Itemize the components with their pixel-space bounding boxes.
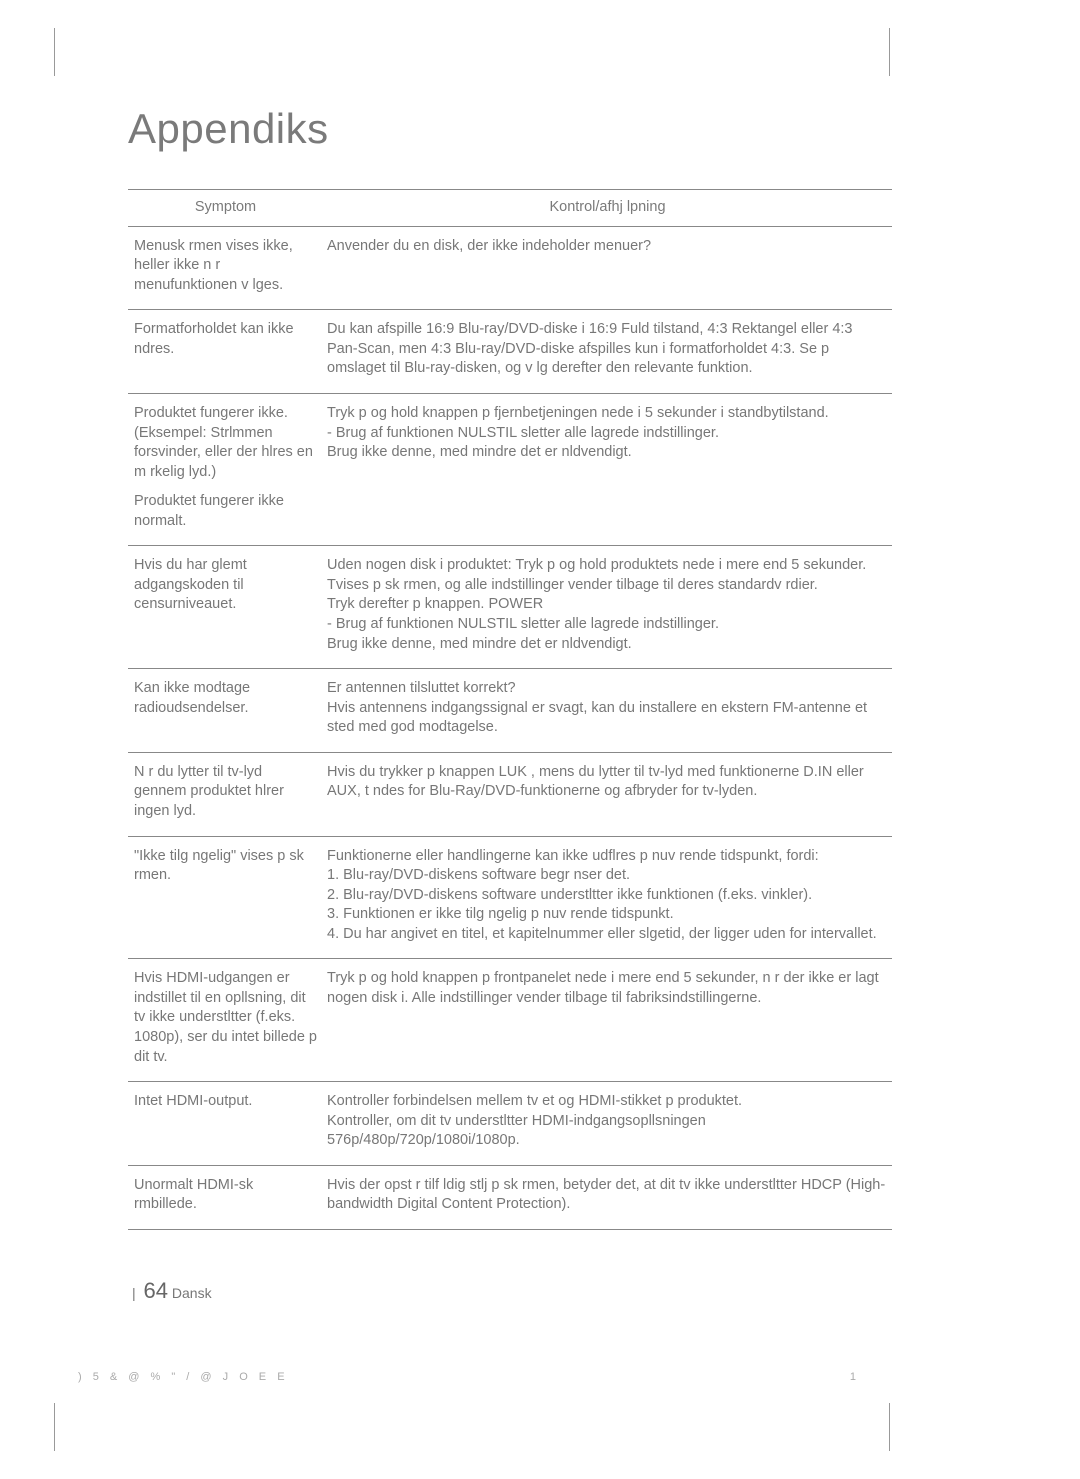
col-header-symptom: Symptom [128, 190, 323, 227]
solution-cell: Du kan afspille 16:9 Blu-ray/DVD-diske i… [323, 310, 892, 394]
solution-text: Hvis antennens indgangssignal er svagt, … [327, 699, 886, 738]
symptom-cell: "Ikke tilg ngelig" vises p sk rmen. [128, 836, 323, 959]
symptom-text: Hvis du har glemt adgangskoden til censu… [134, 556, 317, 615]
solution-text: Er antennen tilsluttet korrekt? [327, 679, 886, 699]
solution-cell: Funktionerne eller handlingerne kan ikke… [323, 836, 892, 959]
symptom-text: Produktet fungerer ikke. (Eksempel: Strl… [134, 404, 317, 482]
solution-text: Hvis der opst r tilf ldig stlj p sk rmen… [327, 1176, 886, 1215]
table-row: Hvis HDMI-udgangen er indstillet til en … [128, 959, 892, 1082]
symptom-text: Produktet fungerer ikke normalt. [134, 492, 317, 531]
symptom-cell: Hvis du har glemt adgangskoden til censu… [128, 546, 323, 669]
symptom-cell: Menusk rmen vises ikke, heller ikke n r … [128, 226, 323, 310]
symptom-cell: N r du lytter til tv-lyd gennem produkte… [128, 752, 323, 836]
symptom-cell: Produktet fungerer ikke. (Eksempel: Strl… [128, 393, 323, 545]
symptom-cell: Unormalt HDMI-sk rmbillede. [128, 1165, 323, 1229]
bottom-right-num: 1 [850, 1371, 856, 1383]
symptom-text: Unormalt HDMI-sk rmbillede. [134, 1176, 317, 1215]
solution-text: 3. Funktionen er ikke tilg ngelig p nuv … [327, 905, 886, 925]
solution-text: Tryk p og hold knappen p fjernbetjeninge… [327, 404, 886, 424]
table-row: Produktet fungerer ikke. (Eksempel: Strl… [128, 393, 892, 545]
symptom-text: Intet HDMI-output. [134, 1092, 317, 1112]
solution-text: Brug ikke denne, med mindre det er nldve… [327, 443, 886, 463]
solution-cell: Hvis du trykker p knappen LUK , mens du … [323, 752, 892, 836]
solution-text: - Brug af funktionen NULSTIL sletter all… [327, 615, 886, 635]
table-row: Intet HDMI-output. Kontroller forbindelse… [128, 1082, 892, 1166]
solution-text: Uden nogen disk i produktet: Tryk p og h… [327, 556, 886, 595]
symptom-cell: Formatforholdet kan ikke ndres. [128, 310, 323, 394]
solution-text: 4. Du har angivet en titel, et kapitelnu… [327, 925, 886, 945]
table-row: Unormalt HDMI-sk rmbillede. Hvis der opst… [128, 1165, 892, 1229]
symptom-text: Hvis HDMI-udgangen er indstillet til en … [134, 969, 317, 1067]
symptom-cell: Intet HDMI-output. [128, 1082, 323, 1166]
symptom-text: Formatforholdet kan ikke ndres. [134, 320, 317, 359]
solution-cell: Uden nogen disk i produktet: Tryk p og h… [323, 546, 892, 669]
solution-text: - Brug af funktionen NULSTIL sletter all… [327, 424, 886, 444]
footer-lang: Dansk [172, 1285, 212, 1301]
solution-cell: Tryk p og hold knappen p frontpanelet ne… [323, 959, 892, 1082]
solution-text: 2. Blu-ray/DVD-diskens software understl… [327, 886, 886, 906]
solution-text: Du kan afspille 16:9 Blu-ray/DVD-diske i… [327, 320, 886, 379]
solution-text: Tryk derefter p knappen. POWER [327, 595, 886, 615]
page-title: Appendiks [128, 105, 892, 153]
solution-text: Funktionerne eller handlingerne kan ikke… [327, 847, 886, 867]
solution-text: Brug ikke denne, med mindre det er nldve… [327, 635, 886, 655]
table-row: Kan ikke modtage radioudsendelser.Er ant… [128, 669, 892, 753]
page-number: 64 [144, 1278, 168, 1303]
symptom-cell: Hvis HDMI-udgangen er indstillet til en … [128, 959, 323, 1082]
solution-cell: Tryk p og hold knappen p fjernbetjeninge… [323, 393, 892, 545]
symptom-text: Kan ikke modtage radioudsendelser. [134, 679, 317, 718]
solution-text: Tryk p og hold knappen p frontpanelet ne… [327, 969, 886, 1008]
troubleshooting-table: Symptom Kontrol/afhj lpning Menusk rmen … [128, 189, 892, 1230]
table-row: N r du lytter til tv-lyd gennem produkte… [128, 752, 892, 836]
table-row: Hvis du har glemt adgangskoden til censu… [128, 546, 892, 669]
solution-text: Kontroller forbindelsen mellem tv et og … [327, 1092, 886, 1112]
footer-separator: | [132, 1285, 136, 1301]
solution-cell: Er antennen tilsluttet korrekt?Hvis ante… [323, 669, 892, 753]
solution-text: Anvender du en disk, der ikke indeholder… [327, 237, 886, 257]
symptom-text: Menusk rmen vises ikke, heller ikke n r … [134, 237, 317, 296]
solution-cell: Hvis der opst r tilf ldig stlj p sk rmen… [323, 1165, 892, 1229]
solution-cell: Anvender du en disk, der ikke indeholder… [323, 226, 892, 310]
symptom-cell: Kan ikke modtage radioudsendelser. [128, 669, 323, 753]
page-footer: | 64 Dansk [132, 1278, 212, 1304]
solution-cell: Kontroller forbindelsen mellem tv et og … [323, 1082, 892, 1166]
symptom-text: "Ikke tilg ngelig" vises p sk rmen. [134, 847, 317, 886]
bottom-left-code: ) 5 & @ % " / @ J O E E [78, 1371, 289, 1383]
solution-text: Hvis du trykker p knappen LUK , mens du … [327, 763, 886, 802]
table-row: Menusk rmen vises ikke, heller ikke n r … [128, 226, 892, 310]
symptom-text: N r du lytter til tv-lyd gennem produkte… [134, 763, 317, 822]
col-header-solution: Kontrol/afhj lpning [323, 190, 892, 227]
solution-text: Kontroller, om dit tv understltter HDMI-… [327, 1112, 886, 1151]
table-row: "Ikke tilg ngelig" vises p sk rmen. Funkt… [128, 836, 892, 959]
solution-text: 1. Blu-ray/DVD-diskens software begr nse… [327, 866, 886, 886]
table-row: Formatforholdet kan ikke ndres. Du kan af… [128, 310, 892, 394]
